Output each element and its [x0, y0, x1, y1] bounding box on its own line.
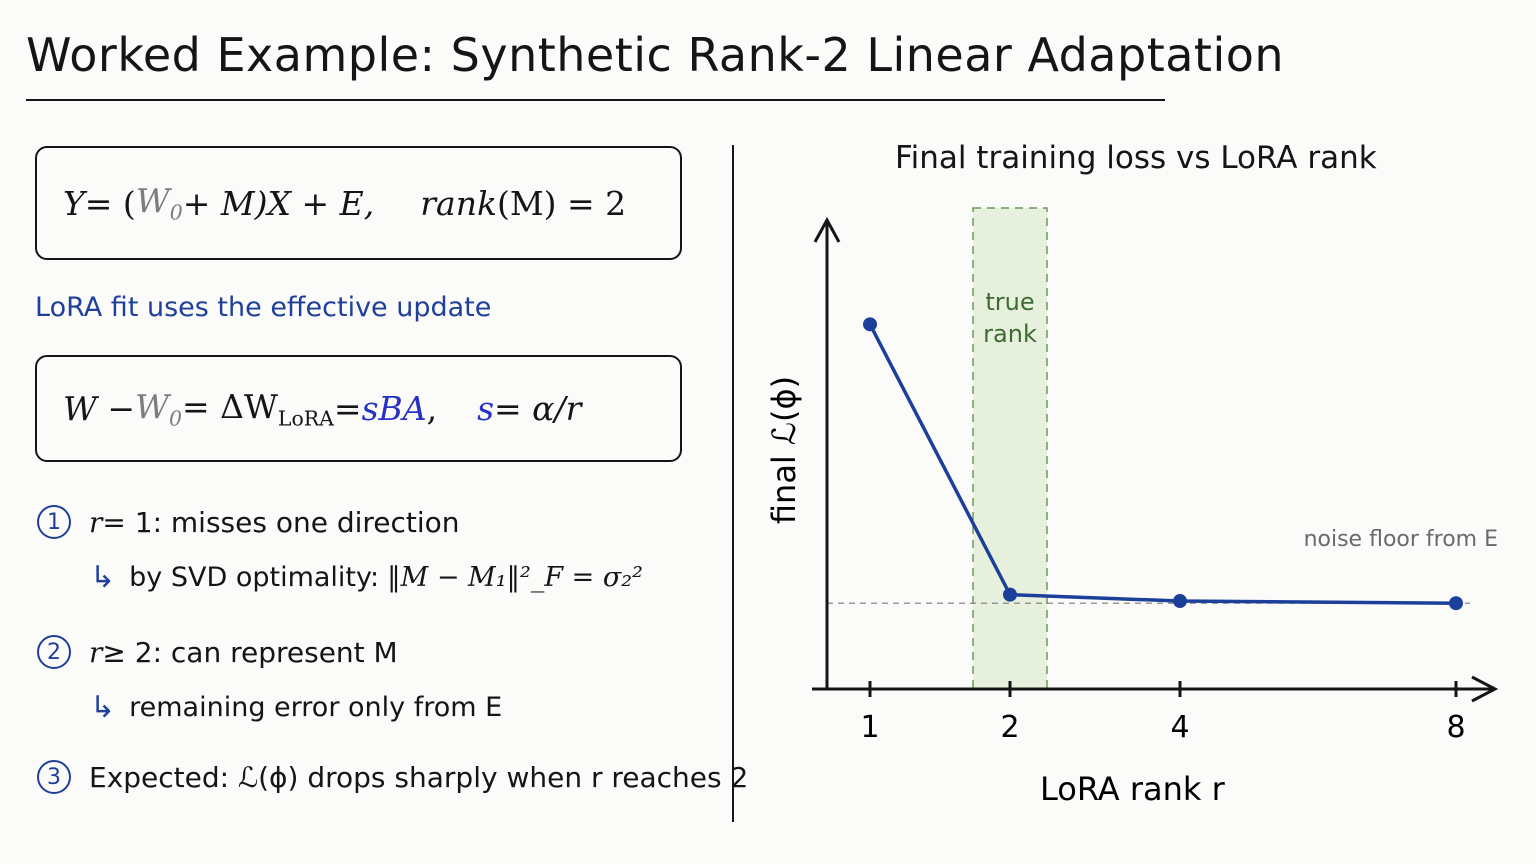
- y-axis-arrow-icon: [813, 216, 841, 243]
- y-axis-label: final ℒ(ϕ): [765, 376, 803, 524]
- eq1-Y: Y: [63, 183, 85, 223]
- model-equation-box: Y = ( W0 + M)X + E, rank (M) = 2: [35, 146, 682, 260]
- number-badge-3: 3: [37, 760, 71, 794]
- loss-series-line: [868, 323, 1457, 605]
- chart-title: Final training loss vs LoRA rank: [895, 140, 1377, 176]
- hook-arrow-icon: ↳: [90, 560, 116, 595]
- item-2-r: r: [89, 635, 103, 669]
- hook-arrow-icon: ↳: [90, 690, 116, 725]
- loss-vs-rank-chart: true rank noise floor from E 1 2 4 8 LoRA r…: [765, 207, 1499, 808]
- eq2-s: s: [477, 389, 495, 428]
- sub-item-2: ↳ remaining error only from E: [90, 690, 502, 725]
- panel-divider: [732, 145, 734, 822]
- data-point: [1449, 596, 1463, 611]
- sub-item-1-math: ‖M − M₁‖²_F = σ₂²: [387, 562, 643, 593]
- sub-item-1-text: by SVD optimality:: [129, 562, 380, 593]
- eq2-comma: ,: [426, 389, 438, 428]
- eq2-rest: = α/r: [494, 389, 582, 428]
- eq1-plusM: + M)X + E,: [182, 183, 375, 223]
- number-badge-1: 1: [37, 505, 71, 539]
- list-item-3: 3 Expected: ℒ(ϕ) drops sharply when r re…: [37, 760, 748, 794]
- eq1-rankrest: (M) = 2: [496, 183, 627, 223]
- list-item-1: 1 r = 1: misses one direction: [37, 505, 460, 539]
- x-tick-label: 1: [860, 710, 879, 745]
- sub-item-2-text: remaining error only from E: [129, 692, 503, 723]
- data-point: [863, 317, 877, 332]
- eq2-sBA: sBA: [361, 389, 427, 428]
- lora-equation-box: W − W0 = ΔWLoRA = sBA , s = α/r: [35, 355, 682, 462]
- item-1-r: r: [89, 505, 103, 539]
- title-underline: [26, 99, 1165, 101]
- true-rank-label-line2: rank: [983, 320, 1037, 348]
- sub-item-1: ↳ by SVD optimality: ‖M − M₁‖²_F = σ₂²: [90, 560, 643, 595]
- x-axis-arrow-icon: [1471, 675, 1499, 703]
- eq2-W: W −: [63, 389, 136, 428]
- x-tick-label: 2: [1000, 710, 1019, 745]
- eq1-rank: rank: [420, 183, 497, 223]
- x-tick-label: 4: [1170, 710, 1189, 745]
- lora-caption: LoRA fit uses the effective update: [35, 292, 492, 323]
- eq2-delta: = ΔWLoRA: [182, 386, 334, 431]
- x-tick-label: 8: [1446, 710, 1465, 745]
- page-title: Worked Example: Synthetic Rank-2 Linear …: [26, 28, 1285, 82]
- true-rank-highlight: [972, 207, 1048, 690]
- eq2-W0: W0: [135, 386, 182, 431]
- eq1-W0: W0: [135, 181, 183, 225]
- noise-floor-label: noise floor from E: [1304, 527, 1498, 552]
- item-1-text: = 1: misses one direction: [102, 505, 460, 539]
- data-point: [1003, 587, 1017, 602]
- eq2-eq: =: [333, 389, 362, 428]
- item-2-text: ≥ 2: can represent M: [102, 635, 398, 669]
- item-3-text: Expected: ℒ(ϕ) drops sharply when r reac…: [89, 760, 749, 794]
- eq1-paren: = (: [84, 183, 136, 223]
- list-item-2: 2 r ≥ 2: can represent M: [37, 635, 398, 669]
- x-axis-label: LoRA rank r: [1040, 770, 1226, 808]
- true-rank-label-line1: true: [985, 288, 1034, 316]
- number-badge-2: 2: [37, 635, 71, 669]
- data-point: [1173, 594, 1187, 609]
